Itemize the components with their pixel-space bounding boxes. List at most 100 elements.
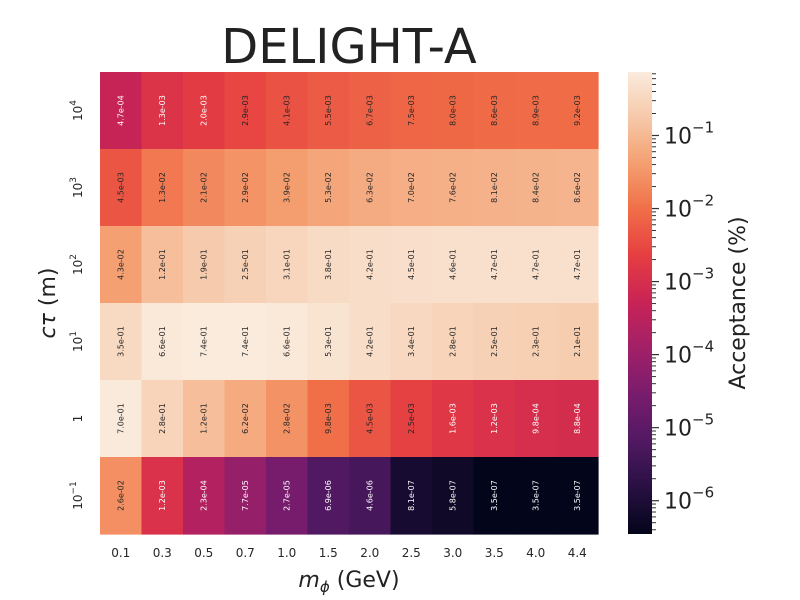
- heatmap-cell: [307, 303, 350, 381]
- cell-value-label: 2.8e-01: [448, 326, 457, 357]
- heatmap-cell: [183, 72, 226, 150]
- cell-value-label: 8.6e-02: [573, 172, 582, 203]
- heatmap-cell: [390, 226, 433, 304]
- cell-value-label: 9.8e-03: [324, 403, 333, 434]
- heatmap-cell: [266, 149, 309, 227]
- cell-value-label: 3.8e-01: [324, 249, 333, 280]
- heatmap-cell: [224, 457, 267, 535]
- colorbar-tick-label: 10−1: [664, 118, 714, 149]
- heatmap-cell: [266, 303, 309, 381]
- cell-value-label: 6.6e-01: [158, 326, 167, 357]
- heatmap-cell: [224, 380, 267, 458]
- cell-value-label: 3.5e-07: [573, 480, 582, 511]
- heatmap-cell: [432, 457, 475, 535]
- cell-value-label: 1.2e-03: [490, 403, 499, 434]
- cell-value-label: 1.3e-03: [158, 95, 167, 126]
- y-tick-label: 10−1: [69, 481, 85, 510]
- heatmap-cell: [307, 72, 350, 150]
- x-tick-label: 1.5: [319, 546, 338, 560]
- cell-value-label: 7.0e-01: [116, 403, 125, 434]
- cell-value-label: 4.5e-03: [116, 172, 125, 203]
- heatmap-cell: [100, 457, 143, 535]
- heatmap-cell: [390, 149, 433, 227]
- cell-value-label: 9.2e-03: [573, 95, 582, 126]
- cell-value-label: 3.5e-07: [531, 480, 540, 511]
- heatmap-cell: [266, 226, 309, 304]
- heatmap-cell: [141, 72, 184, 150]
- cell-value-label: 4.3e-02: [116, 249, 125, 280]
- colorbar-gradient: [628, 72, 652, 534]
- x-tick-label: 1.0: [277, 546, 296, 560]
- cell-value-label: 2.7e-05: [282, 480, 291, 511]
- y-tick-label: 1: [71, 415, 85, 423]
- cell-value-label: 1.2e-01: [199, 403, 208, 434]
- cell-value-label: 2.8e-02: [282, 403, 291, 434]
- cell-value-label: 2.0e-03: [199, 95, 208, 126]
- heatmap-cell: [349, 380, 392, 458]
- cell-value-label: 8.1e-07: [407, 480, 416, 511]
- heatmap-cell: [266, 457, 309, 535]
- colorbar-tick-label: 10−2: [664, 192, 714, 223]
- cell-value-label: 2.6e-02: [116, 480, 125, 511]
- y-tick-label: 102: [69, 254, 85, 275]
- x-tick-label: 3.0: [443, 546, 462, 560]
- cell-value-label: 8.0e-03: [448, 95, 457, 126]
- cell-value-label: 3.4e-01: [407, 326, 416, 357]
- heatmap-cell: [390, 380, 433, 458]
- y-axis-label: cτ (m): [36, 268, 61, 339]
- cell-value-label: 3.5e-01: [116, 326, 125, 357]
- cell-value-label: 4.2e-01: [365, 326, 374, 357]
- y-tick-label: 103: [69, 177, 85, 198]
- cell-value-label: 6.6e-01: [282, 326, 291, 357]
- x-tick-label: 4.0: [526, 546, 545, 560]
- x-tick-labels: 0.1 0.3 0.5 0.7 1.0 1.5 2.0 2.5 3.0 3.5 4.0 4.4: [111, 546, 587, 560]
- heatmap-cell: [224, 149, 267, 227]
- colorbar-tick-label: 10−4: [664, 338, 714, 369]
- x-tick-label: 0.1: [111, 546, 130, 560]
- heatmap-cell: [183, 380, 226, 458]
- heatmap-cell: [556, 226, 599, 304]
- cell-value-label: 6.9e-06: [324, 480, 333, 511]
- cell-value-label: 2.8e-01: [158, 403, 167, 434]
- cell-value-label: 4.5e-01: [407, 249, 416, 280]
- heatmap-cell: [473, 303, 516, 381]
- colorbar: 10−6 10−5 10−4 10−3 10−2 10−1: [628, 72, 714, 534]
- cell-value-label: 5.3e-02: [324, 172, 333, 203]
- cell-value-label: 4.5e-03: [365, 403, 374, 434]
- heatmap-cell: [266, 72, 309, 150]
- heatmap-cell: [473, 149, 516, 227]
- colorbar-tick-label: 10−5: [664, 411, 714, 442]
- heatmap-cell: [307, 457, 350, 535]
- cell-value-label: 2.1e-01: [573, 326, 582, 357]
- colorbar-label: Acceptance (%): [726, 216, 751, 389]
- heatmap-cell: [390, 303, 433, 381]
- heatmap-cell: [556, 380, 599, 458]
- heatmap-cell: [349, 303, 392, 381]
- heatmap-cell: [183, 457, 226, 535]
- heatmap-cell: [349, 457, 392, 535]
- cell-value-label: 1.3e-02: [158, 172, 167, 203]
- cell-value-label: 8.4e-02: [531, 172, 540, 203]
- heatmap-cell: [515, 457, 558, 535]
- heatmap-cell: [224, 226, 267, 304]
- cell-value-label: 7.4e-01: [199, 326, 208, 357]
- cell-value-label: 2.5e-01: [490, 326, 499, 357]
- heatmap-cell: [432, 303, 475, 381]
- heatmap-cell: [141, 380, 184, 458]
- heatmap-cell: [307, 149, 350, 227]
- heatmap-cell: [100, 303, 143, 381]
- heatmap-cell: [515, 380, 558, 458]
- cell-value-label: 2.9e-02: [241, 172, 250, 203]
- cell-value-label: 4.7e-04: [116, 95, 125, 126]
- cell-value-label: 1.6e-03: [448, 403, 457, 434]
- y-tick-label: 104: [69, 100, 85, 121]
- x-tick-label: 2.5: [402, 546, 421, 560]
- cell-value-label: 6.7e-03: [365, 95, 374, 126]
- cell-value-label: 4.1e-03: [282, 95, 291, 126]
- cell-value-label: 5.3e-01: [324, 326, 333, 357]
- heatmap-cell: [307, 380, 350, 458]
- heatmap-cell: [183, 303, 226, 381]
- cell-value-label: 2.3e-04: [199, 480, 208, 511]
- cell-value-label: 1.2e-01: [158, 249, 167, 280]
